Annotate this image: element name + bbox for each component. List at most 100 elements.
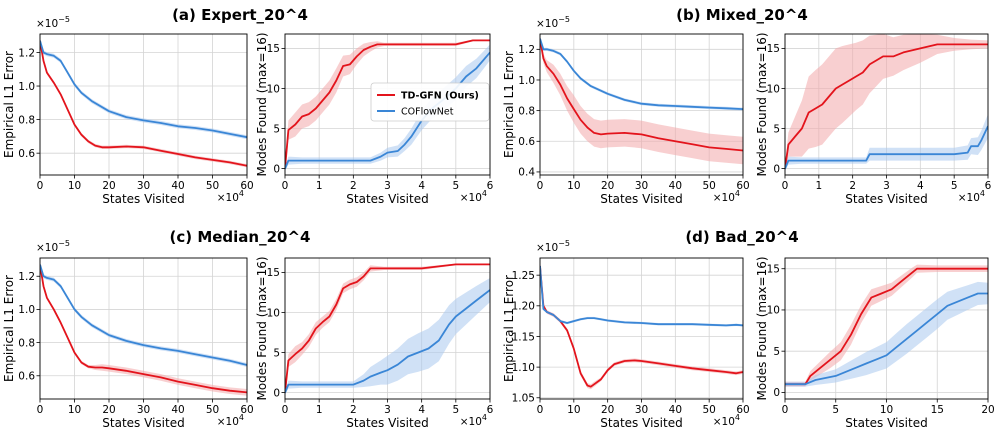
series-line [285,39,490,169]
confidence-band [285,39,490,173]
y-scale-factor: ×10−5 [536,239,570,254]
confidence-band [285,44,490,171]
y-tick-label: 0.8 [18,337,35,349]
x-tick-label: 60 [736,180,749,192]
x-tick-label: 10 [567,180,580,192]
x-tick-label: 60 [240,180,253,192]
subplot-c-l1-error: 0 10 20 30 40 50 60 0.6 0.8 1.0 1.2 States Visited E… [2,239,254,430]
x-tick-label: 10 [68,180,81,192]
x-scale-factor: ×104 [217,189,244,204]
x-tick-label: 2 [350,180,357,192]
y-tick-label: 0.8 [18,114,35,126]
y-scale-factor: ×10−5 [36,239,70,254]
y-tick-label: 0.6 [518,136,535,148]
y-tick-label: 0 [273,163,280,175]
confidence-band [40,38,247,140]
x-scale-factor: ×104 [958,189,985,204]
series-line [785,43,988,169]
y-tick-label: 5 [773,346,780,358]
series-line [540,38,743,152]
x-tick-label: 15 [931,404,944,416]
series-line [540,38,743,110]
series-line [40,40,247,139]
x-tick-label: 10 [68,404,81,416]
x-tick-label: 40 [669,180,682,192]
x-tick-label: 10 [567,404,580,416]
x-tick-label: 0 [37,180,44,192]
x-tick-label: 6 [487,404,494,416]
subplot-b-modes-found: 0 1 2 3 4 5 6 0 5 10 15 States Visited Modes Found (… [755,32,992,206]
legend: TD-GFN (Ours) COFlowNet [370,82,490,122]
x-tick-label: 5 [452,404,459,416]
subplot-c-modes-found: 0 1 2 3 4 5 6 0 5 10 15 States Visited Modes Found (… [255,256,494,430]
x-tick-label: 50 [702,180,715,192]
y-tick-label: 10 [267,307,280,319]
y-tick-label: 1.25 [512,270,535,282]
x-axis-label: States Visited [600,192,682,206]
series-line [285,263,490,393]
y-axis-label: Modes Found (max=16) [755,32,769,176]
y-tick-label: 1.0 [18,304,35,316]
x-tick-label: 20 [102,404,115,416]
y-tick-label: 5 [273,123,280,135]
y-tick-label: 1.20 [512,301,535,313]
legend-box [370,82,490,122]
x-tick-label: 30 [137,180,150,192]
y-tick-label: 0.6 [18,148,35,160]
x-tick-label: 2 [849,180,856,192]
subplot-b-l1-error: 0 10 20 30 40 50 60 0.4 0.6 0.8 1.0 1.2 States Visit… [502,15,750,206]
y-axis-label: Modes Found (max=16) [255,256,269,400]
y-tick-label: 10 [767,83,780,95]
x-tick-label: 6 [487,180,494,192]
confidence-band [540,35,743,165]
x-tick-label: 0 [282,404,289,416]
series-line [785,292,988,386]
y-tick-label: 0.6 [18,371,35,383]
y-tick-label: 1.2 [18,47,35,59]
y-tick-label: 1.2 [518,44,535,56]
x-tick-label: 30 [635,180,648,192]
y-tick-label: 0 [273,387,280,399]
y-tick-label: 15 [767,264,780,276]
subplot-d-modes-found: 0 5 10 15 20 0 5 10 15 States Visited Modes Found … [755,256,995,430]
panel-c-title: (c) Median_20^4 [170,228,311,246]
x-tick-label: 1 [815,180,822,192]
y-scale-factor: ×10−5 [36,15,70,30]
x-tick-label: 3 [384,180,391,192]
x-tick-label: 3 [384,404,391,416]
x-tick-label: 0 [37,404,44,416]
x-tick-label: 10 [880,404,893,416]
x-tick-label: 50 [206,404,219,416]
confidence-band [40,262,247,367]
y-tick-label: 0.8 [518,105,535,117]
x-tick-label: 3 [883,180,890,192]
y-tick-label: 1.15 [512,331,535,343]
y-axis-label: Empirical L1 Error [2,51,16,158]
y-scale-factor: ×10−5 [536,15,570,30]
confidence-band [785,34,988,173]
x-tick-label: 20 [102,180,115,192]
y-axis-label: Empirical L1 Error [502,51,516,158]
x-tick-label: 1 [316,180,323,192]
series-line [40,264,247,394]
panel-a-title: (a) Expert_20^4 [172,6,308,24]
y-tick-label: 1.2 [18,271,35,283]
x-tick-label: 40 [669,404,682,416]
panel-b-title: (b) Mixed_20^4 [676,6,808,24]
panel-d-title: (d) Bad_20^4 [685,228,798,246]
y-tick-label: 10 [767,305,780,317]
y-tick-label: 0.4 [518,167,535,179]
x-axis-label: States Visited [346,416,428,430]
x-tick-label: 0 [537,180,544,192]
y-tick-label: 1.05 [512,393,535,405]
x-tick-label: 4 [917,180,924,192]
subplot-a-modes-found: 0 1 2 3 4 5 6 0 5 10 15 States Visited Modes Found (… [255,32,494,206]
x-tick-label: 6 [985,180,992,192]
x-tick-label: 4 [418,180,425,192]
x-axis-label: States Visited [102,416,184,430]
y-tick-label: 15 [767,43,780,55]
x-tick-label: 4 [418,404,425,416]
x-tick-label: 5 [452,180,459,192]
legend-label: COFlowNet [401,107,454,118]
